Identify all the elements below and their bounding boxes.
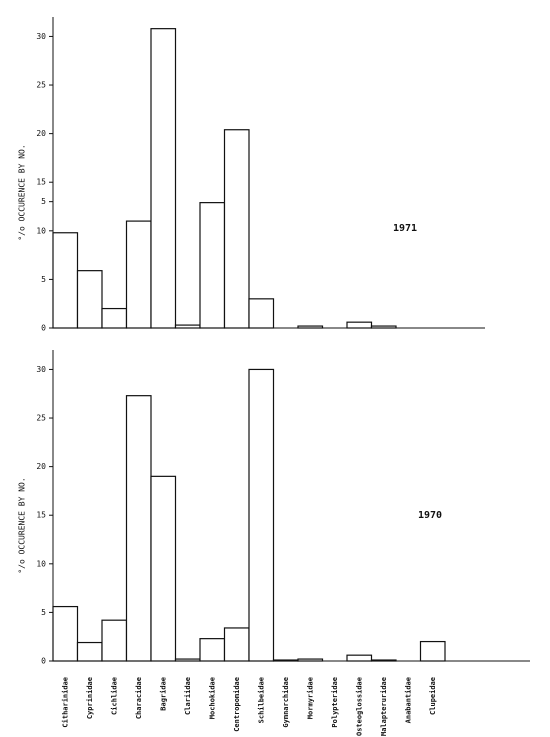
bar [370,659,397,662]
bar [297,658,324,662]
y-tick-label: 25 [36,81,46,90]
bar [125,220,152,329]
bar [248,368,275,662]
x-tick-label: Characidae [135,677,143,719]
x-tick-label: Mormyridae [306,677,314,719]
y-tick-label: 5 [41,275,46,284]
bar [199,638,226,662]
y-tick-label: 5 [41,197,46,206]
bar [199,202,226,329]
bar [346,321,373,329]
y-tick-label: 10 [36,559,46,568]
y-axis-label: °/o OCCURENCE BY NO. [18,144,27,240]
x-tick-label: Malapteruridae [380,677,388,736]
y-tick-label: 30 [36,32,46,41]
y-tick-label: 15 [36,178,46,187]
bar [223,627,250,662]
y-tick-label: 30 [36,365,46,374]
y-tick-label: 20 [36,462,46,471]
bar [150,28,177,329]
bar [76,641,103,662]
bar [101,619,128,662]
y-tick-label: 10 [36,226,46,235]
annotation: 1971 [393,223,417,234]
bar [248,298,275,329]
x-tick-label: Polypteridae [331,677,339,728]
bar [125,395,152,662]
y-tick-label: 0 [41,657,46,666]
x-tick-label: Clariidae [184,677,192,715]
x-tick-label: Cyprinidae [86,677,94,719]
x-tick-label: Clupeidae [429,677,437,715]
x-tick-label: Cichlidae [110,677,118,715]
x-tick-label: Citharinidae [61,677,69,728]
bar [150,475,177,662]
x-tick-label: Schilbeidae [257,677,265,723]
x-tick-label: Centropomidae [233,677,241,732]
bar [174,324,201,329]
x-tick-label: Osteoglossidae [355,677,363,736]
bar [419,640,446,662]
y-tick-label: 5 [41,608,46,617]
bar [52,605,79,662]
bar [272,659,299,662]
y-tick-label: 20 [36,129,46,138]
bar [346,654,373,662]
bar [297,325,324,329]
y-tick-label: 0 [41,324,46,333]
bar [101,307,128,329]
x-tick-label: Bagridae [159,677,167,711]
annotation: 1970 [418,510,442,521]
bar [370,325,397,329]
y-tick-label: 15 [36,511,46,520]
y-axis-label: °/o OCCURENCE BY NO. [18,477,27,573]
y-tick-label: 25 [36,414,46,423]
bar [76,270,103,329]
x-tick-label: Anabantidae [404,677,412,723]
bar [52,232,79,329]
x-tick-label: Gymnarchidae [282,677,290,728]
bar [174,658,201,662]
x-tick-label: Mochokidae [208,677,216,719]
bar [223,129,250,329]
